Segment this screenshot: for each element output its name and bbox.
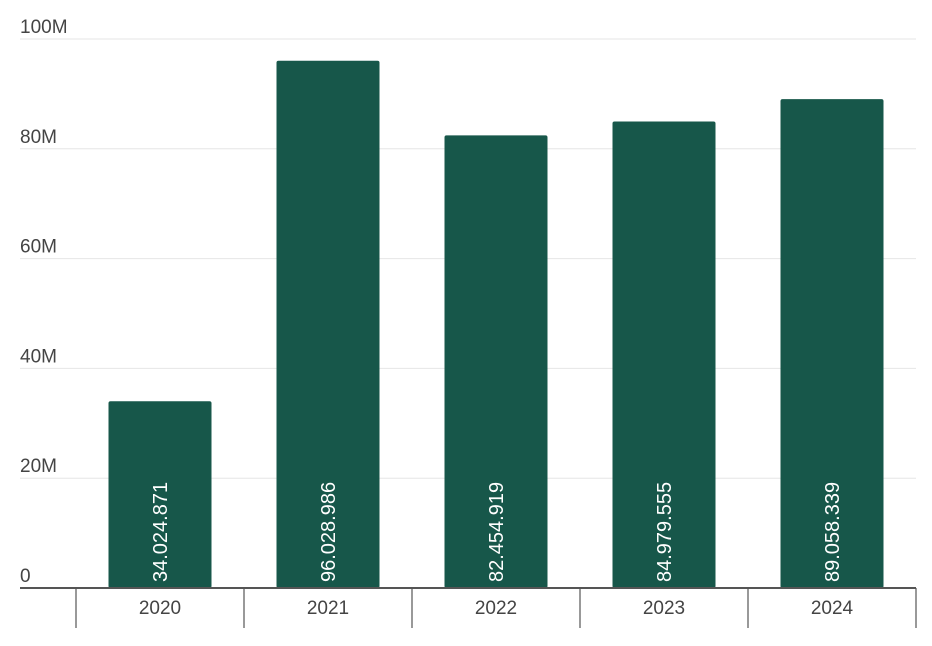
y-tick-label: 20M [20,456,57,477]
y-tick-label: 40M [20,346,57,367]
y-tick-label: 0 [20,566,31,587]
x-tick-label-2022: 2022 [475,598,517,619]
y-tick-label: 60M [20,237,57,258]
bar-value-label: 96.028.986 [318,482,340,582]
bar-value-label: 82.454.919 [486,482,508,582]
x-tick-label-2020: 2020 [139,598,181,619]
x-tick-label-2021: 2021 [307,598,349,619]
bar-2024[interactable] [780,99,884,589]
bar-2022[interactable] [444,135,548,588]
bar-2020[interactable] [108,401,212,588]
bar-group-2021: 96.028.986 [276,60,380,589]
bar-group-2020: 34.024.871 [108,401,212,588]
bar-value-label: 89.058.339 [822,482,844,582]
bar-group-2024: 89.058.339 [780,99,884,589]
bar-value-label: 84.979.555 [654,482,676,582]
x-tick-label-2024: 2024 [811,598,854,619]
bars: 34.024.871 96.028.986 82.454.919 84.979.555… [108,60,884,589]
x-axis: 2020 2021 2022 2023 2024 [20,587,917,628]
bar-value-label: 34.024.871 [150,482,172,582]
y-axis-ticks: 0 20M 40M 60M 80M 100M [20,17,68,587]
bar-group-2022: 82.454.919 [444,135,548,588]
y-tick-label: 100M [20,17,68,38]
bar-group-2023: 84.979.555 [612,121,716,588]
y-tick-label: 80M [20,127,57,148]
bar-2021[interactable] [276,60,380,589]
bar-2023[interactable] [612,121,716,588]
x-tick-label-2023: 2023 [643,598,685,619]
